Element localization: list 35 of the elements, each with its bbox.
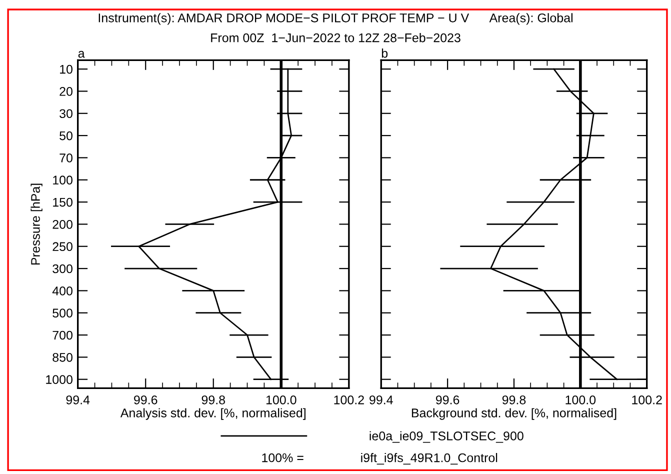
y-tick-label: 10 xyxy=(60,64,72,74)
y-axis-title: Pressure [hPa] xyxy=(30,184,42,265)
y-tick-label: 250 xyxy=(52,242,72,252)
x-tick-label: 100.2 xyxy=(334,395,364,404)
text: From 00Z 1−Jun−2022 to 12Z 28−Feb−2023 xyxy=(211,33,460,42)
x-tick-label: 100.0 xyxy=(266,395,296,404)
text: 100% = xyxy=(262,453,304,462)
y-tick-label: 850 xyxy=(52,352,72,362)
text: Instrument(s): AMDAR DROP MODE−S PILOT PROF TEMP − U V Area(s): Global xyxy=(98,13,572,25)
x-tick-label: 100.0 xyxy=(566,395,596,404)
y-tick-label: 30 xyxy=(60,109,72,118)
y-tick-label: 20 xyxy=(60,87,72,96)
y-tick-label: 1000 xyxy=(46,375,72,384)
y-tick-label: 700 xyxy=(52,330,72,340)
text: ie0a_ie09_TSLOTSEC_900 xyxy=(370,431,524,443)
x-tick-label: 99.8 xyxy=(502,395,526,404)
x-tick-label: 100.2 xyxy=(632,395,662,404)
x-axis-title: Analysis std. dev. [%, normalised] xyxy=(120,408,306,420)
y-tick-label: 200 xyxy=(52,220,72,229)
x-tick-label: 99.4 xyxy=(66,395,90,404)
y-tick-label: 70 xyxy=(60,154,72,162)
chart-title: a xyxy=(78,50,85,58)
y-tick-label: 400 xyxy=(52,286,72,296)
y-tick-label: 500 xyxy=(52,308,72,318)
y-tick-label: 100 xyxy=(53,176,72,185)
x-axis-title: Background std. dev. [%, normalised] xyxy=(412,408,616,420)
chart-title: b xyxy=(382,48,388,58)
x-tick-label: 99.8 xyxy=(202,395,225,404)
x-tick-label: 99.6 xyxy=(134,395,158,404)
y-tick-label: 150 xyxy=(53,198,72,207)
y-tick-label: 50 xyxy=(60,131,72,140)
x-tick-label: 99.4 xyxy=(370,395,393,404)
text: i9ft_i9fs_49R1.0_Control xyxy=(361,453,498,465)
y-tick-label: 300 xyxy=(52,264,72,274)
x-tick-label: 99.6 xyxy=(436,395,460,404)
